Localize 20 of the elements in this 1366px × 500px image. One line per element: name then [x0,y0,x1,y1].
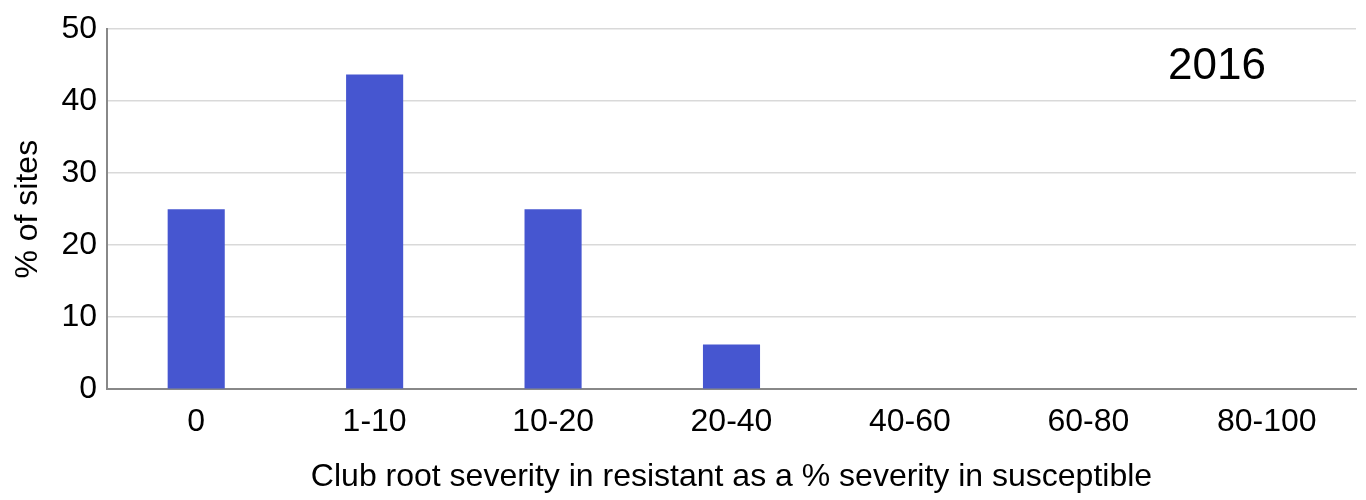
bar [346,74,404,389]
y-tick-label: 20 [61,225,97,262]
x-tick-label: 80-100 [1216,402,1317,439]
x-tick-label: 0 [187,402,206,439]
y-axis-title: % of sites [8,139,45,279]
bar [524,209,582,389]
x-axis-title: Club root severity in resistant as a % severity in susceptible [310,456,1153,493]
x-tick-label: 60-80 [1047,402,1130,439]
y-tick-label: 30 [61,153,97,190]
y-tick-label: 40 [61,81,97,118]
annotation: 2016 [1168,39,1266,89]
y-tick-label: 50 [61,9,97,46]
y-tick-label: 10 [61,297,97,334]
x-tick-label: 1-10 [342,402,407,439]
bar [167,209,225,389]
x-tick-label: 40-60 [869,402,951,439]
y-tick-label: 0 [79,369,97,406]
x-tick-label: 20-40 [690,402,773,439]
x-tick-label: 10-20 [512,402,594,439]
bar [702,344,761,389]
